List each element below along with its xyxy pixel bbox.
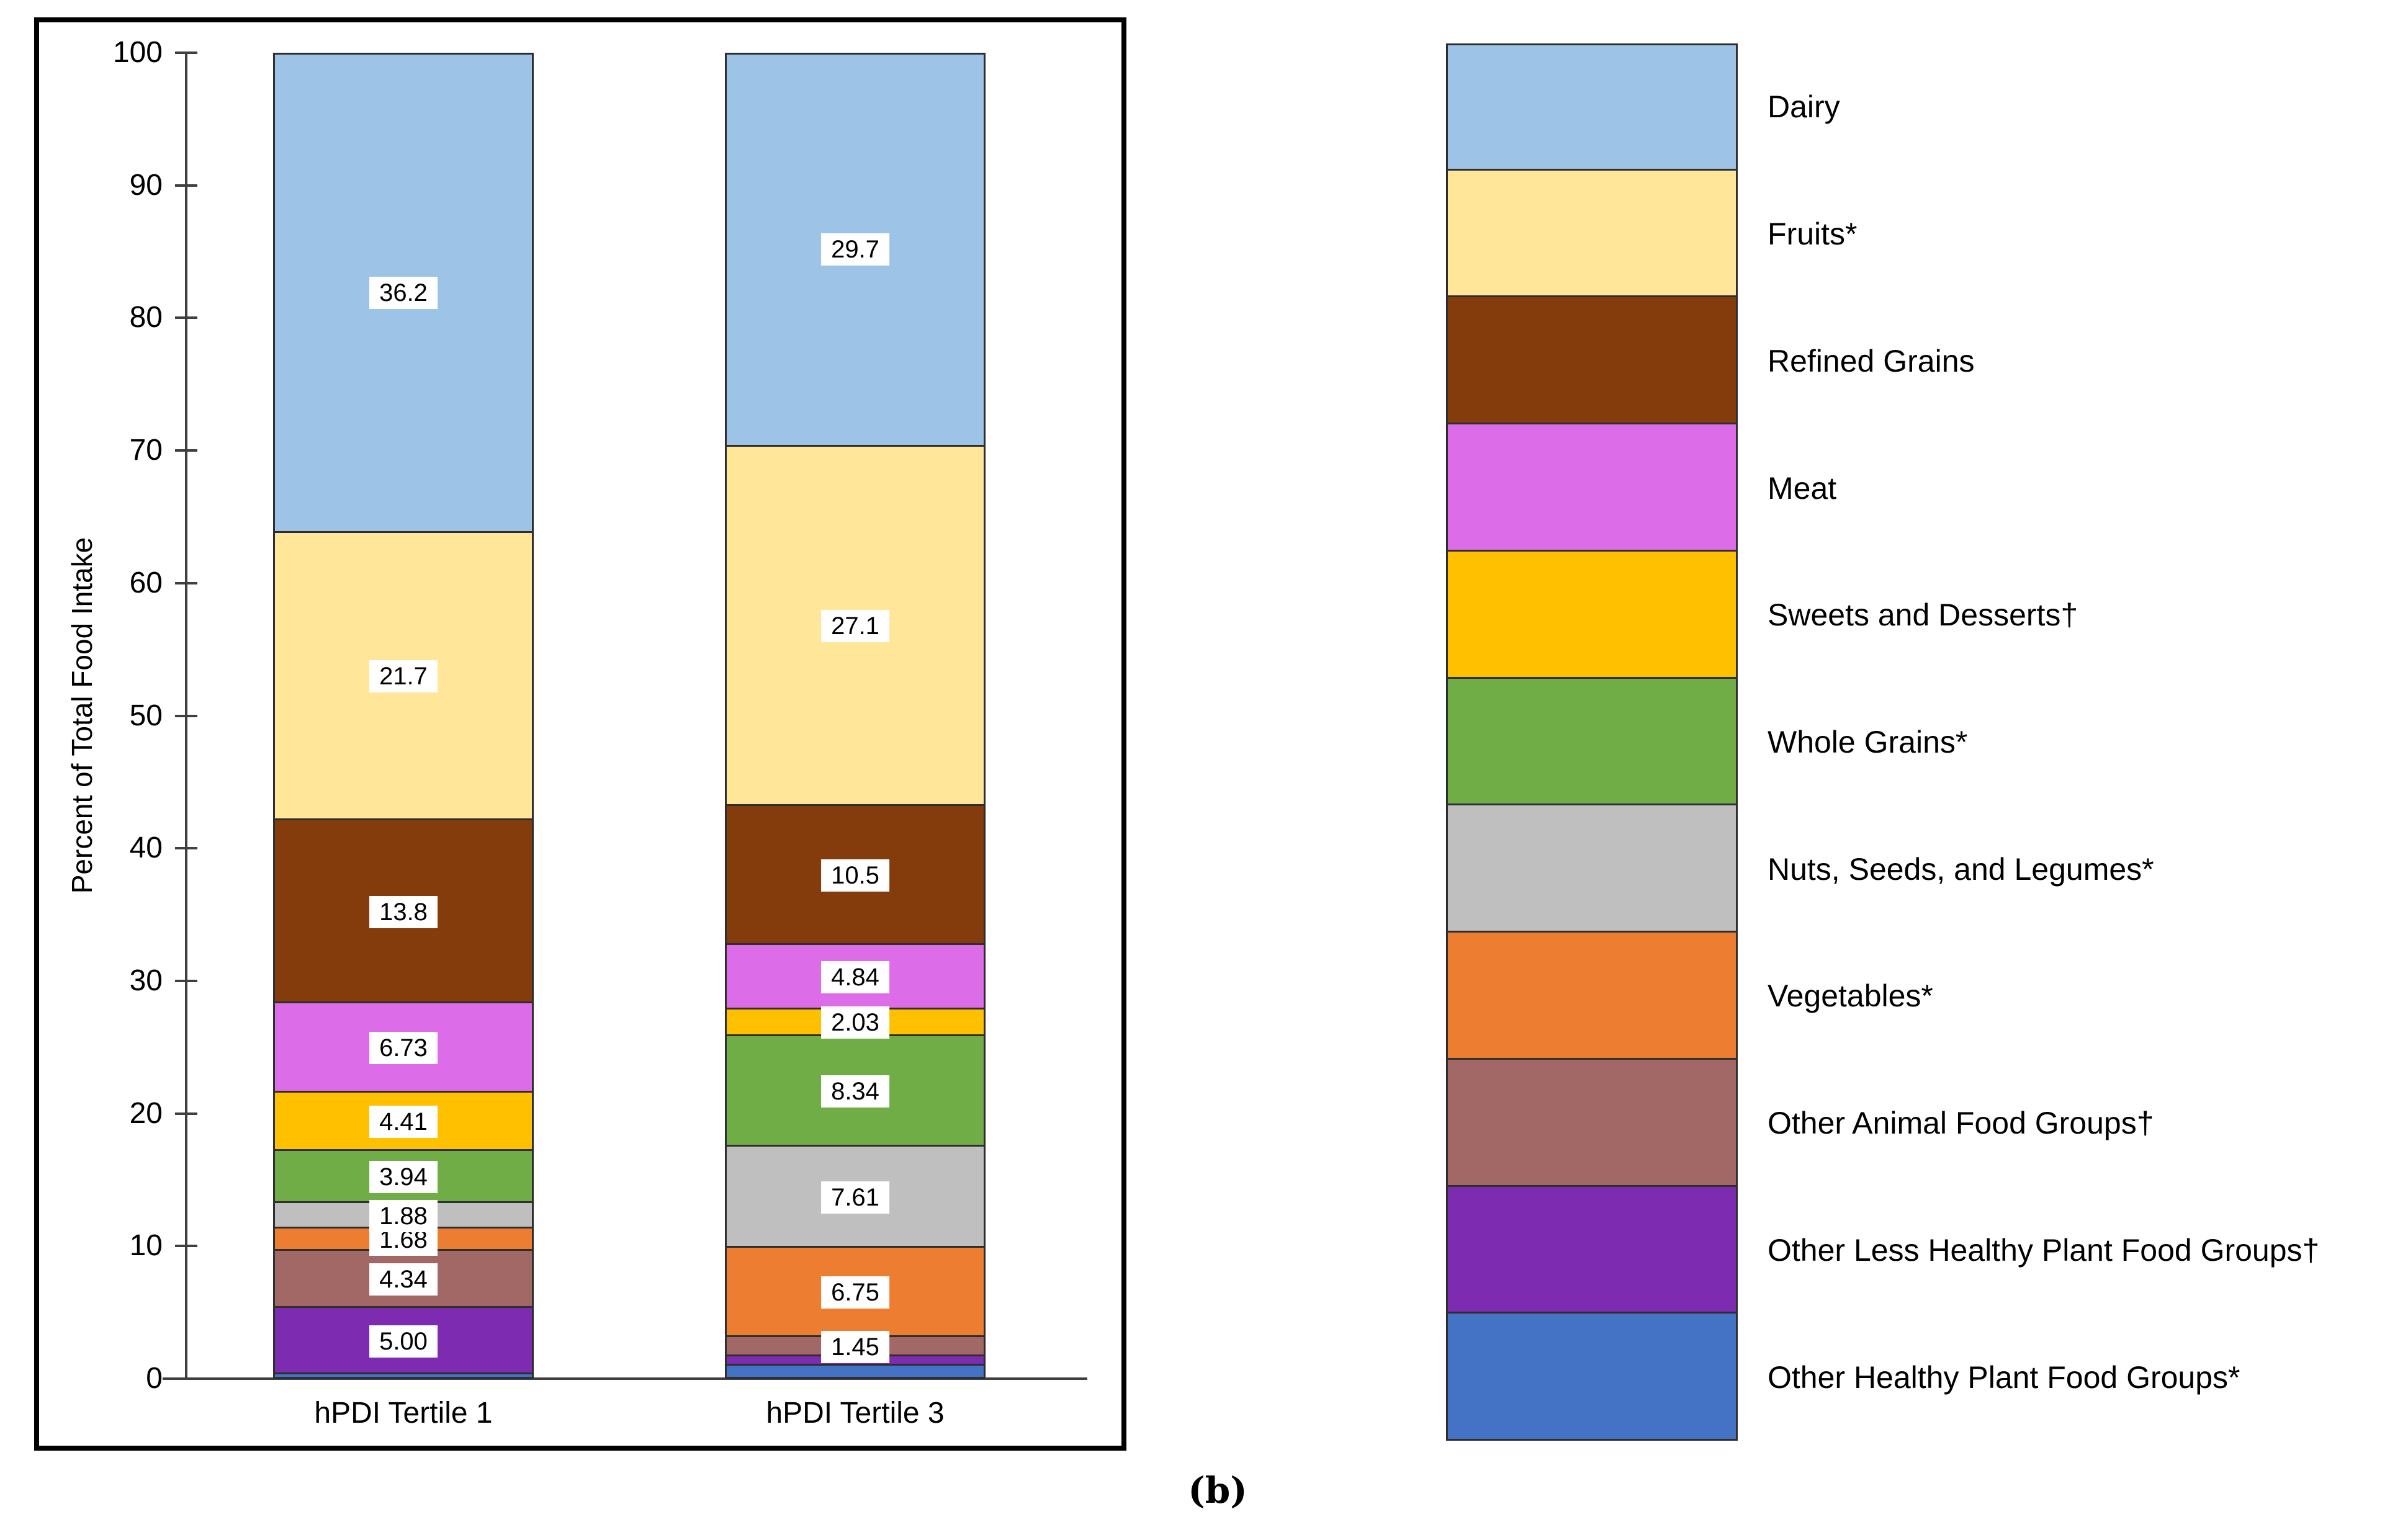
legend-swatch-refined-grains — [1446, 297, 1738, 425]
legend-swatch-nuts-seeds-and-legumes — [1446, 805, 1738, 933]
value-label-other-animal-food-groups-hpdi-tertile-3: 1.45 — [821, 1330, 889, 1363]
y-tick-90 — [175, 184, 197, 187]
value-label-refined-grains-hpdi-tertile-1: 13.8 — [369, 895, 438, 928]
legend-swatch-meat — [1446, 424, 1738, 552]
value-label-sweets-and-desserts-hpdi-tertile-1: 4.41 — [369, 1106, 438, 1139]
legend-label-fruits: Fruits* — [1768, 217, 1858, 252]
figure-caption: (b) — [1188, 1469, 1247, 1511]
y-tick-label-30: 30 — [129, 964, 163, 997]
y-tick-label-50: 50 — [129, 699, 163, 732]
value-label-sweets-and-desserts-hpdi-tertile-3: 2.03 — [821, 1006, 889, 1039]
segment-other-healthy-plant-food-groups-hpdi-tertile-1 — [273, 1374, 534, 1379]
y-tick-label-90: 90 — [129, 168, 163, 202]
legend-label-other-healthy-plant-food-groups: Other Healthy Plant Food Groups* — [1768, 1359, 2240, 1395]
y-tick-label-100: 100 — [112, 36, 163, 69]
legend-label-refined-grains: Refined Grains — [1768, 343, 1975, 378]
legend-swatch-fruits — [1446, 170, 1738, 298]
y-tick-label-70: 70 — [129, 434, 163, 467]
value-label-dairy-hpdi-tertile-3: 29.7 — [821, 233, 889, 266]
legend-label-nuts-seeds-and-legumes: Nuts, Seeds, and Legumes* — [1768, 851, 2154, 887]
x-axis-line — [163, 1377, 1087, 1380]
x-category-label-hpdi-tertile-1: hPDI Tertile 1 — [314, 1397, 493, 1430]
y-tick-50 — [175, 714, 197, 717]
y-tick-10 — [175, 1245, 197, 1248]
value-label-fruits-hpdi-tertile-1: 21.7 — [369, 660, 438, 693]
y-tick-label-60: 60 — [129, 566, 163, 599]
value-label-fruits-hpdi-tertile-3: 27.1 — [821, 610, 889, 643]
value-label-vegetables-hpdi-tertile-3: 6.75 — [821, 1276, 889, 1309]
y-tick-60 — [175, 581, 197, 584]
value-label-dairy-hpdi-tertile-1: 36.2 — [369, 276, 438, 309]
legend-swatch-whole-grains — [1446, 678, 1738, 806]
value-label-whole-grains-hpdi-tertile-1: 3.94 — [369, 1161, 438, 1194]
legend-label-other-animal-food-groups: Other Animal Food Groups† — [1768, 1106, 2154, 1141]
value-label-nuts-seeds-and-legumes-hpdi-tertile-1: 1.88 — [369, 1199, 438, 1232]
value-label-nuts-seeds-and-legumes-hpdi-tertile-3: 7.61 — [821, 1181, 889, 1214]
legend-label-sweets-and-desserts: Sweets and Desserts† — [1768, 598, 2078, 633]
value-label-other-less-healthy-plant-food-groups-hpdi-tertile-1: 5.00 — [369, 1325, 438, 1358]
y-tick-label-20: 20 — [129, 1096, 163, 1130]
y-tick-80 — [175, 316, 197, 320]
legend-label-meat: Meat — [1768, 470, 1837, 506]
value-label-meat-hpdi-tertile-1: 6.73 — [369, 1032, 438, 1065]
y-tick-0 — [175, 1377, 197, 1380]
value-label-refined-grains-hpdi-tertile-3: 10.5 — [821, 859, 889, 892]
legend-label-vegetables: Vegetables* — [1768, 978, 1933, 1014]
x-category-label-hpdi-tertile-3: hPDI Tertile 3 — [766, 1397, 945, 1430]
legend-label-dairy: Dairy — [1768, 89, 1840, 125]
legend-swatch-dairy — [1446, 43, 1738, 171]
y-tick-label-0: 0 — [146, 1362, 163, 1395]
y-tick-label-80: 80 — [129, 301, 163, 334]
segment-other-healthy-plant-food-groups-hpdi-tertile-3 — [725, 1366, 986, 1379]
value-label-other-animal-food-groups-hpdi-tertile-1: 4.34 — [369, 1263, 438, 1296]
value-label-whole-grains-hpdi-tertile-3: 8.34 — [821, 1075, 889, 1108]
legend-swatch-other-animal-food-groups — [1446, 1059, 1738, 1187]
segment-nuts-seeds-and-legumes-hpdi-tertile-3 — [725, 1147, 986, 1248]
legend-swatch-other-healthy-plant-food-groups — [1446, 1314, 1738, 1441]
y-tick-100 — [175, 51, 197, 54]
legend-swatch-vegetables — [1446, 933, 1738, 1060]
y-tick-label-10: 10 — [129, 1229, 163, 1263]
value-label-meat-hpdi-tertile-3: 4.84 — [821, 960, 889, 993]
y-tick-30 — [175, 979, 197, 982]
y-tick-40 — [175, 847, 197, 850]
legend-label-whole-grains: Whole Grains* — [1768, 725, 1968, 759]
segment-dairy-hpdi-tertile-3 — [725, 53, 986, 447]
y-tick-label-40: 40 — [129, 831, 163, 865]
legend-swatch-other-less-healthy-plant-food-groups — [1446, 1186, 1738, 1314]
y-tick-70 — [175, 449, 197, 452]
legend-label-other-less-healthy-plant-food-groups: Other Less Healthy Plant Food Groups† — [1768, 1232, 2320, 1268]
legend-swatch-sweets-and-desserts — [1446, 551, 1738, 679]
y-tick-20 — [175, 1112, 197, 1115]
